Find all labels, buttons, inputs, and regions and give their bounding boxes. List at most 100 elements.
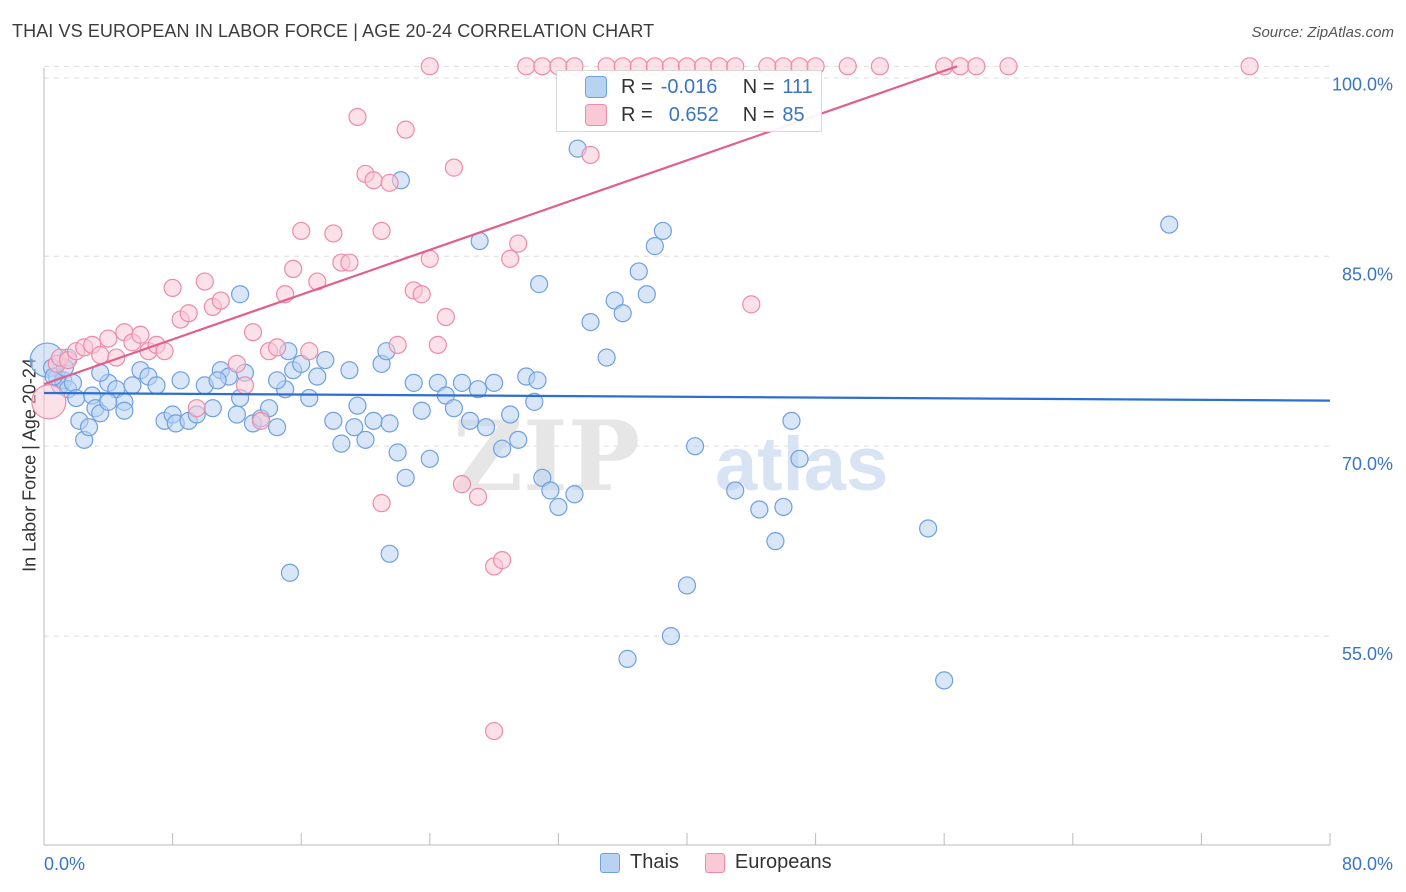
gridlines [44, 65, 1330, 637]
axes [43, 68, 1331, 846]
r-label: R = [621, 75, 653, 98]
r-value: -0.016 [660, 75, 718, 98]
thais-point [345, 418, 364, 437]
n-value: 111 [782, 75, 813, 98]
europeans-point [91, 345, 110, 365]
thais-point [645, 237, 664, 256]
thais-point [99, 392, 118, 411]
thais-point [300, 388, 319, 408]
europeans-point [1240, 57, 1259, 76]
n-label: N = [742, 75, 775, 98]
thais-point [203, 399, 222, 418]
thais-point [750, 500, 769, 519]
thais-point [1160, 215, 1179, 234]
europeans-point [284, 259, 303, 279]
x-tick-label: 0.0% [44, 854, 85, 874]
data-points [29, 57, 1259, 741]
chart-title: THAI VS EUROPEAN IN LABOR FORCE | AGE 20… [12, 21, 655, 41]
europeans-point [372, 221, 391, 241]
thais-point [444, 399, 464, 418]
thais-point [452, 373, 472, 392]
europeans-point [251, 411, 271, 430]
europeans-point [211, 291, 230, 310]
europeans-point [468, 487, 488, 506]
europeans-point [99, 329, 118, 348]
thais-point [597, 348, 616, 367]
series-legend: Thais Europeans [600, 851, 858, 874]
thais-point [79, 418, 99, 437]
thais-swatch-icon [600, 852, 620, 873]
thais-point [115, 401, 134, 420]
legend-item-europeans[interactable]: Europeans [704, 851, 832, 874]
europeans-point [195, 272, 214, 291]
thais-point [528, 371, 547, 390]
europeans-point [340, 253, 359, 272]
thais-point [412, 401, 431, 420]
thais-point [123, 376, 142, 395]
thais-point [661, 626, 681, 646]
europeans-point [412, 285, 431, 304]
thais-point [509, 430, 528, 449]
thais-point [525, 392, 544, 411]
n-label: N = [742, 103, 775, 126]
legend-item-thais[interactable]: Thais [600, 851, 679, 874]
thais-point [485, 373, 504, 392]
thais-point [677, 576, 697, 595]
europeans-point [300, 342, 319, 361]
thais-point [935, 671, 954, 690]
r-value: 0.652 [668, 103, 719, 126]
thais-point [766, 532, 785, 551]
thais-point [653, 221, 672, 241]
europeans-point [967, 57, 986, 76]
europeans-point [380, 173, 399, 192]
thais-point [565, 485, 584, 504]
thais-point [231, 285, 250, 304]
europeans-point [999, 57, 1018, 76]
europeans-point [292, 221, 311, 241]
thais-swatch-icon [585, 76, 607, 98]
europeans-point [452, 475, 472, 494]
thais-point [364, 411, 383, 430]
thais-point [316, 350, 335, 370]
thais-point [420, 449, 439, 468]
thais-point [782, 411, 801, 430]
thais-point [380, 544, 399, 563]
y-tick-label: 100.0% [1332, 74, 1393, 94]
europeans-point [243, 323, 263, 342]
thais-point [324, 411, 343, 430]
y-tick-label: 70.0% [1342, 454, 1393, 474]
europeans-point [388, 335, 407, 354]
europeans-point [179, 304, 198, 323]
europeans-point [348, 107, 367, 127]
europeans-point [267, 338, 287, 357]
europeans-point [227, 354, 246, 373]
thais-point [613, 304, 632, 323]
thais-point [404, 373, 423, 392]
thais-point [208, 371, 227, 390]
thais-point [493, 439, 512, 458]
legend-label: Thais [630, 851, 679, 873]
thais-point [227, 405, 246, 424]
thais-point [267, 371, 287, 390]
n-value: 85 [782, 103, 805, 126]
thais-point [581, 312, 600, 332]
stats-row-europeans: R = 0.652 N = 85 [557, 101, 805, 129]
europeans-point [485, 721, 504, 741]
thais-point [280, 563, 300, 582]
thais-point [460, 411, 480, 430]
europeans-point [533, 57, 552, 76]
europeans-point [364, 171, 383, 190]
europeans-point [870, 57, 890, 76]
thais-point [332, 434, 351, 453]
thais-point [919, 519, 938, 538]
thais-point [147, 376, 166, 395]
europeans-point [581, 145, 600, 165]
thais-point [549, 497, 568, 517]
source-label: Source: ZipAtlas.com [1251, 24, 1394, 41]
thais-point [685, 437, 705, 456]
europeans-point [372, 494, 391, 513]
europeans-point [31, 384, 67, 420]
europeans-swatch-icon [585, 104, 607, 126]
europeans-point [444, 158, 464, 177]
thais-point [308, 367, 327, 386]
